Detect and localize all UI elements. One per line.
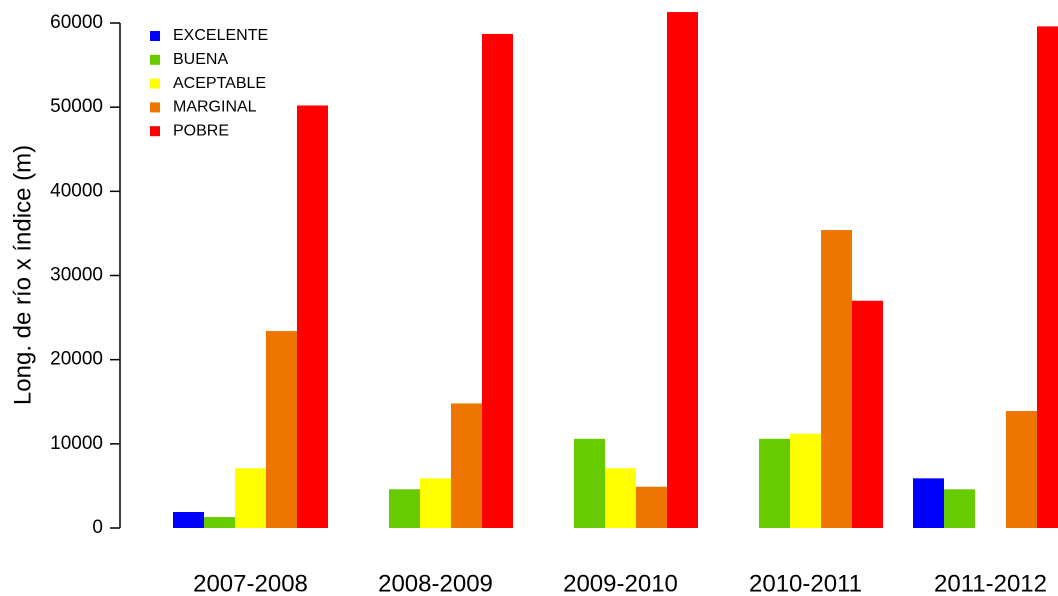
bar <box>913 478 944 528</box>
legend-label: BUENA <box>173 51 228 68</box>
y-tick-label: 40000 <box>50 180 103 201</box>
bar <box>1006 411 1037 528</box>
x-tick-label: 2007-2008 <box>193 570 308 596</box>
bar <box>297 105 328 528</box>
y-tick-label: 60000 <box>50 12 103 33</box>
bar <box>852 300 883 528</box>
bar <box>636 486 667 528</box>
legend-swatch <box>150 78 160 89</box>
y-tick-label: 0 <box>92 517 103 538</box>
y-tick-label: 50000 <box>50 96 103 117</box>
x-tick-label: 2009-2010 <box>563 570 678 596</box>
legend-label: ACEPTABLE <box>173 75 266 92</box>
y-tick-label: 20000 <box>50 349 103 370</box>
x-tick-label: 2011-2012 <box>934 570 1047 596</box>
bar <box>266 331 297 528</box>
y-tick-label: 10000 <box>50 433 103 454</box>
legend-swatch <box>150 126 160 137</box>
bar <box>235 468 266 528</box>
legend-label: POBRE <box>173 122 229 139</box>
bar <box>790 433 821 528</box>
bar <box>204 517 235 528</box>
bar <box>944 489 975 528</box>
bar <box>759 438 790 528</box>
legend-swatch <box>150 102 160 113</box>
y-axis-label: Long. de río x índice (m) <box>9 145 36 405</box>
bar <box>420 478 451 528</box>
bar <box>605 468 636 528</box>
bar <box>574 438 605 528</box>
legend-label: MARGINAL <box>173 99 257 116</box>
bar <box>482 33 513 529</box>
x-tick-label: 2010-2011 <box>749 570 862 596</box>
legend-swatch <box>150 54 160 65</box>
bar <box>389 489 420 528</box>
x-tick-label: 2008-2009 <box>378 570 493 596</box>
bar <box>173 512 204 528</box>
y-tick-label: 30000 <box>50 265 103 286</box>
legend-label: EXCELENTE <box>173 27 268 44</box>
bar <box>451 403 482 528</box>
legend-swatch <box>150 31 160 41</box>
bar <box>667 12 698 528</box>
bar <box>821 230 852 529</box>
bar <box>1037 26 1058 528</box>
